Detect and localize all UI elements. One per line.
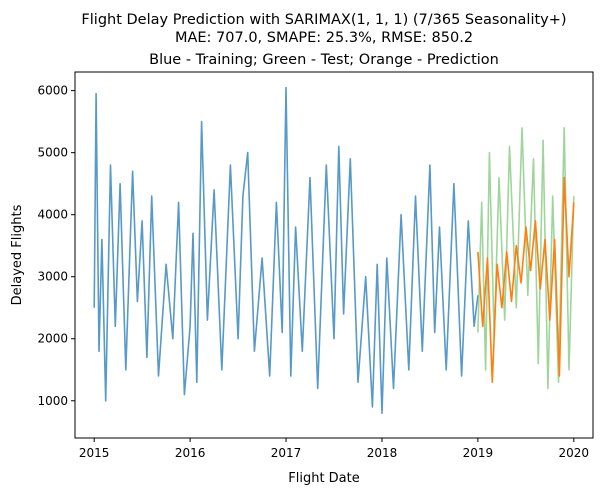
- x-tick-label: 2018: [367, 446, 398, 460]
- y-axis-label: Delayed Flights: [10, 204, 25, 305]
- x-tick-label: 2017: [271, 446, 302, 460]
- x-tick-label: 2016: [175, 446, 206, 460]
- chart-title-line2: MAE: 707.0, SMAPE: 25.3%, RMSE: 850.2: [175, 30, 473, 46]
- series-line-test: [477, 127, 575, 390]
- plot-area-frame: [74, 71, 594, 439]
- chart-title-line1: Flight Delay Prediction with SARIMAX(1, …: [81, 12, 566, 28]
- series-line-training: [93, 86, 479, 415]
- y-tick-label: 1000: [37, 394, 68, 408]
- plot-series: [93, 86, 575, 415]
- y-tick-label: 4000: [37, 208, 68, 222]
- y-tick-label: 6000: [37, 84, 68, 98]
- chart-subtitle: Blue - Training; Green - Test; Orange - …: [149, 52, 499, 68]
- x-tick-label: 2015: [79, 446, 110, 460]
- y-tick-label: 2000: [37, 332, 68, 346]
- x-tick-label: 2019: [463, 446, 494, 460]
- y-tick-label: 3000: [37, 270, 68, 284]
- y-tick-label: 5000: [37, 146, 68, 160]
- series-line-prediction: [477, 176, 575, 384]
- y-axis-ticks: 1000 2000 3000 4000 5000 6000: [37, 84, 75, 408]
- x-tick-label: 2020: [559, 446, 590, 460]
- x-axis-label: Flight Date: [288, 471, 360, 486]
- x-axis-ticks: 2015 2016 2017 2018 2019 2020: [79, 438, 589, 460]
